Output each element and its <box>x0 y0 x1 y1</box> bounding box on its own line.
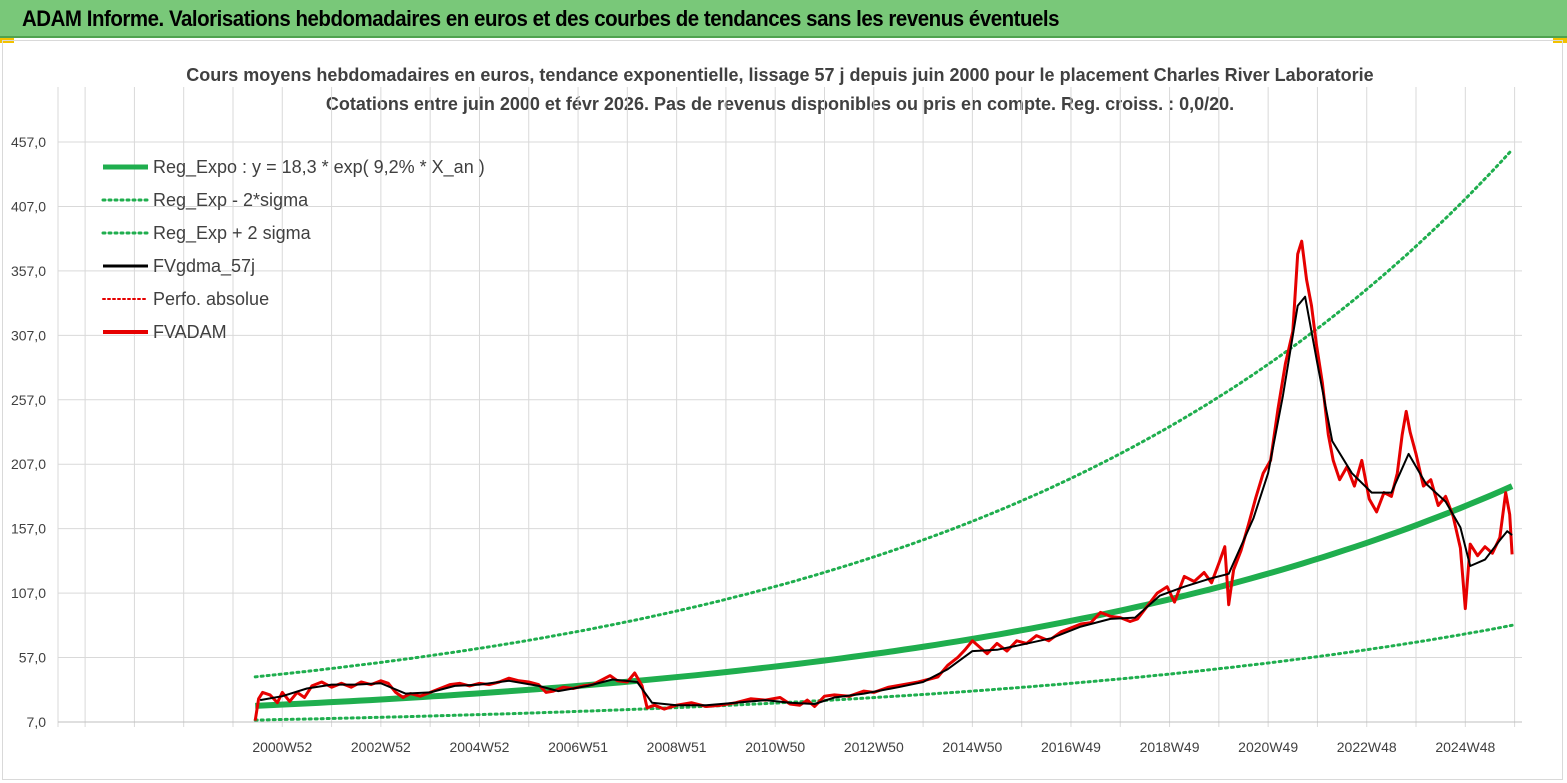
series-reg-exp-minus-2sigma <box>253 623 1514 722</box>
legend-label: FVgdma_57j <box>153 256 255 277</box>
x-tick-label: 2020W49 <box>1238 739 1298 755</box>
y-tick-label: 57,0 <box>19 650 46 666</box>
legend-label: Reg_Exp + 2 sigma <box>153 223 312 244</box>
series-reg-expo <box>255 483 1514 709</box>
x-tick-label: 2018W49 <box>1140 739 1200 755</box>
x-tick-label: 2000W52 <box>252 739 312 755</box>
page-title: ADAM Informe. Valorisations hebdomadaire… <box>22 6 1060 31</box>
legend-label: Reg_Expo : y = 18,3 * exp( 9,2% * X_an ) <box>153 157 485 178</box>
header-bar: ADAM Informe. Valorisations hebdomadaire… <box>0 0 1567 38</box>
x-tick-label: 2016W49 <box>1041 739 1101 755</box>
chart-frame <box>2 40 1563 780</box>
y-tick-label: 307,0 <box>11 327 46 343</box>
series-reg-exp-plus-2sigma <box>253 148 1514 679</box>
legend-label: FVADAM <box>153 322 227 342</box>
y-tick-label: 207,0 <box>11 456 46 472</box>
x-tick-label: 2014W50 <box>942 739 1002 755</box>
x-tick-label: 2006W51 <box>548 739 608 755</box>
y-tick-label: 257,0 <box>11 392 46 408</box>
x-tick-label: 2024W48 <box>1435 739 1495 755</box>
x-tick-label: 2022W48 <box>1337 739 1397 755</box>
x-tick-label: 2008W51 <box>647 739 707 755</box>
y-tick-label: 457,0 <box>11 134 46 150</box>
plot-area <box>253 148 1514 722</box>
legend-label: Perfo. absolue <box>153 289 269 309</box>
chart-title-line1: Cours moyens hebdomadaires en euros, ten… <box>186 65 1373 85</box>
y-tick-label: 107,0 <box>11 585 46 601</box>
x-tick-label: 2010W50 <box>745 739 805 755</box>
series-fvgdma-57j <box>259 295 1513 707</box>
y-tick-label: 357,0 <box>11 263 46 279</box>
x-tick-label: 2012W50 <box>844 739 904 755</box>
chart-title-line2: Cotations entre juin 2000 et févr 2026. … <box>326 94 1234 114</box>
x-tick-label: 2002W52 <box>351 739 411 755</box>
x-axis: 2000W52 2002W52 2004W52 2006W51 2008W51 2010W… <box>58 721 1522 755</box>
x-tick-label: 2004W52 <box>449 739 509 755</box>
y-tick-label: 157,0 <box>11 521 46 537</box>
y-tick-label: 407,0 <box>11 198 46 214</box>
y-axis: 7,0 57,0 107,0 157,0 207,0 257,0 307,0 357,0 407… <box>11 134 46 730</box>
gridlines <box>57 87 1522 727</box>
series-fvadam <box>253 239 1514 721</box>
legend: Reg_Expo : y = 18,3 * exp( 9,2% * X_an )… <box>101 157 485 342</box>
y-tick-label: 7,0 <box>27 714 47 730</box>
legend-label: Reg_Exp - 2*sigma <box>153 190 309 211</box>
